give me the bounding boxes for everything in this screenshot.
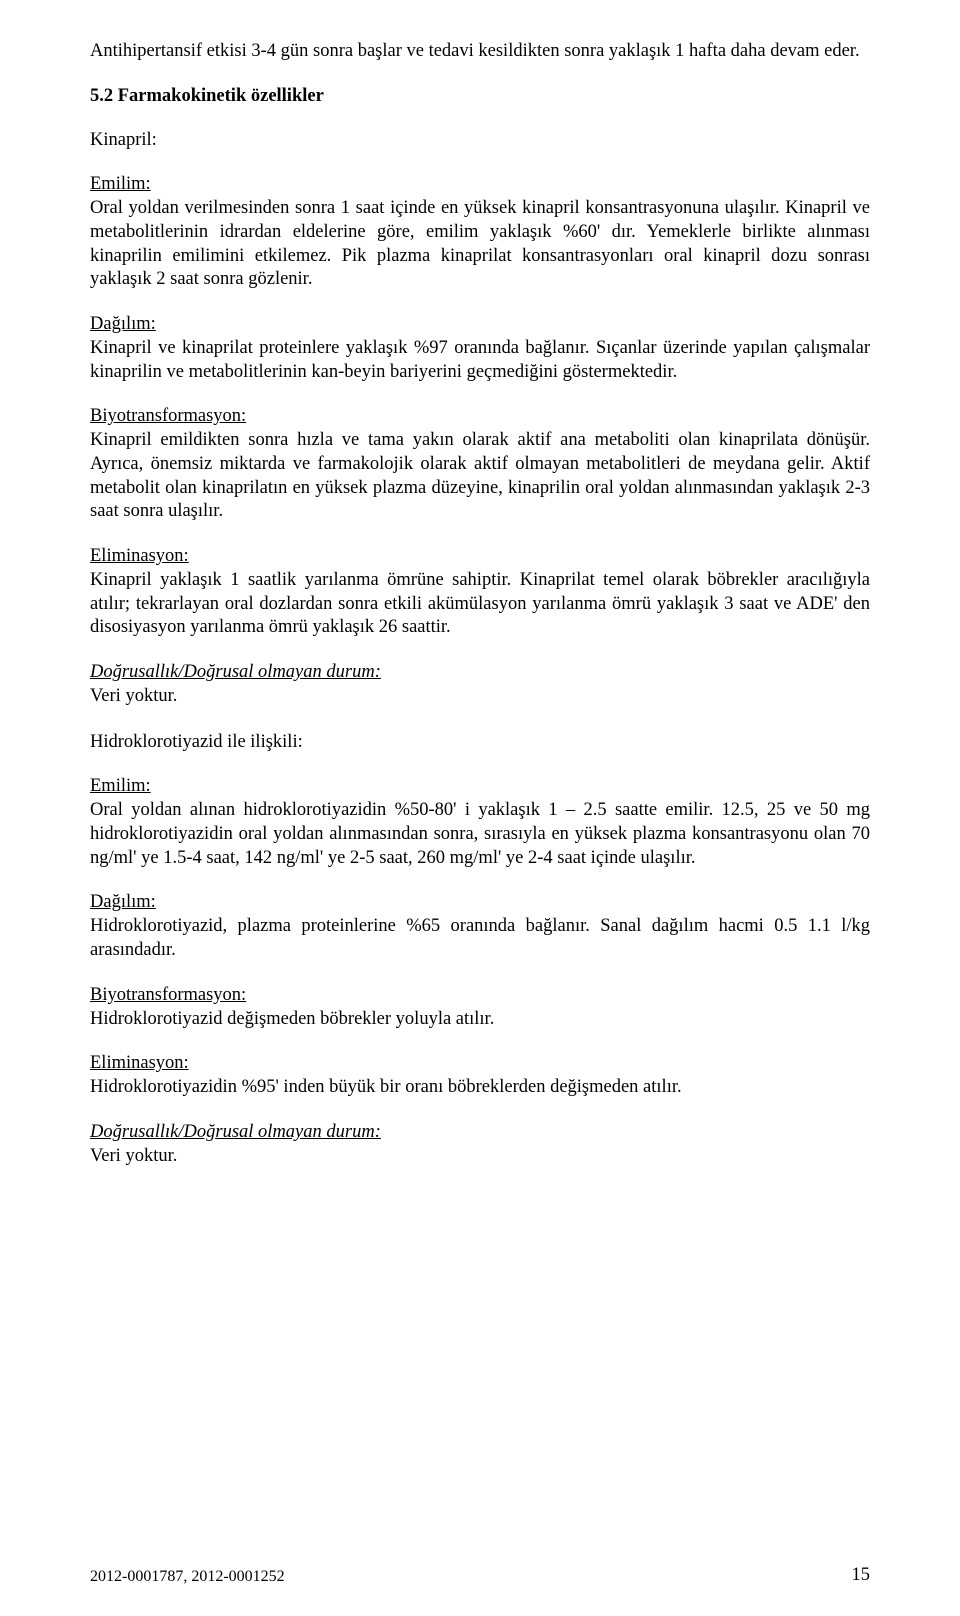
- hct-dagilim-text: Hidroklorotiyazid, plazma proteinlerine …: [90, 915, 870, 962]
- hct-biyo-block: Biyotransformasyon: Hidroklorotiyazid de…: [90, 985, 870, 1032]
- biyo-text: Kinapril emildikten sonra hızla ve tama …: [90, 429, 870, 524]
- emilim-block: Emilim: Oral yoldan verilmesinden sonra …: [90, 174, 870, 292]
- hct-elim-text: Hidroklorotiyazidin %95' inden büyük bir…: [90, 1076, 870, 1100]
- intro-paragraph: Antihipertansif etkisi 3-4 gün sonra baş…: [90, 40, 870, 64]
- hct-biyo-text: Hidroklorotiyazid değişmeden böbrekler y…: [90, 1008, 870, 1032]
- eliminasyon-block: Eliminasyon: Kinapril yaklaşık 1 saatlik…: [90, 546, 870, 640]
- dogrusal-text: Veri yoktur.: [90, 685, 870, 709]
- eliminasyon-heading: Eliminasyon:: [90, 546, 870, 567]
- hct-dogrusal-heading: Doğrusallık/Doğrusal olmayan durum:: [90, 1122, 870, 1143]
- dagilim-heading: Dağılım:: [90, 314, 870, 335]
- biyo-heading: Biyotransformasyon:: [90, 406, 870, 427]
- hct-biyo-heading: Biyotransformasyon:: [90, 985, 870, 1006]
- hct-dogrusal-block: Doğrusallık/Doğrusal olmayan durum: Veri…: [90, 1122, 870, 1169]
- dagilim-text: Kinapril ve kinaprilat proteinlere yakla…: [90, 337, 870, 384]
- eliminasyon-text: Kinapril yaklaşık 1 saatlik yarılanma öm…: [90, 569, 870, 640]
- hct-elim-block: Eliminasyon: Hidroklorotiyazidin %95' in…: [90, 1053, 870, 1100]
- hct-dagilim-block: Dağılım: Hidroklorotiyazid, plazma prote…: [90, 892, 870, 962]
- hct-related-label: Hidroklorotiyazid ile ilişkili:: [90, 731, 870, 755]
- emilim-heading: Emilim:: [90, 174, 870, 195]
- kinapril-label: Kinapril:: [90, 129, 870, 153]
- hct-emilim-heading: Emilim:: [90, 776, 870, 797]
- dagilim-block: Dağılım: Kinapril ve kinaprilat proteinl…: [90, 314, 870, 384]
- biyotransformasyon-block: Biyotransformasyon: Kinapril emildikten …: [90, 406, 870, 524]
- dogrusal-heading: Doğrusallık/Doğrusal olmayan durum:: [90, 662, 870, 683]
- hct-emilim-text: Oral yoldan alınan hidroklorotiyazidin %…: [90, 799, 870, 870]
- hct-elim-heading: Eliminasyon:: [90, 1053, 870, 1074]
- footer-doc-id: 2012-0001787, 2012-0001252: [90, 1568, 285, 1586]
- dogrusal-block: Doğrusallık/Doğrusal olmayan durum: Veri…: [90, 662, 870, 709]
- section-5-2-title: 5.2 Farmakokinetik özellikler: [90, 86, 870, 107]
- hct-dagilim-heading: Dağılım:: [90, 892, 870, 913]
- emilim-text: Oral yoldan verilmesinden sonra 1 saat i…: [90, 197, 870, 292]
- page-number: 15: [852, 1565, 871, 1586]
- hct-emilim-block: Emilim: Oral yoldan alınan hidroklorotiy…: [90, 776, 870, 870]
- hct-dogrusal-text: Veri yoktur.: [90, 1145, 870, 1169]
